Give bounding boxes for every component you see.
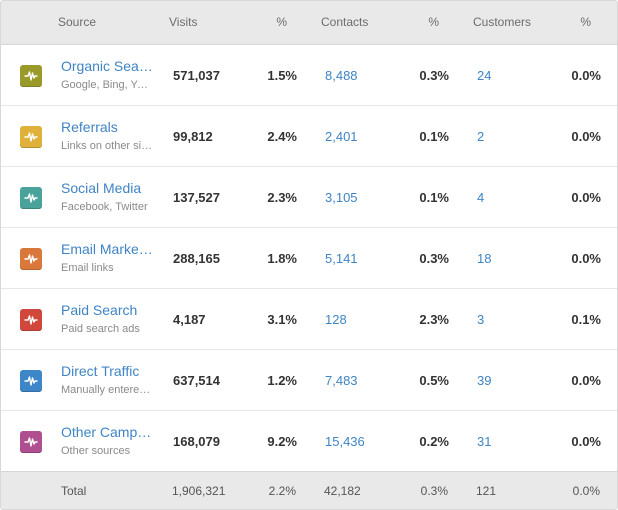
table-header: Source Visits % Contacts % Customers % (1, 1, 617, 45)
column-header-visits[interactable]: Visits (169, 15, 198, 29)
pulse-icon (20, 65, 42, 87)
visits-pct-value: 2.3% (267, 190, 297, 205)
column-header-customers-pct[interactable]: % (580, 15, 591, 29)
contacts-pct-value: 2.3% (419, 312, 449, 327)
total-visits: 1,906,321 (172, 484, 226, 498)
customers-pct-value: 0.0% (571, 251, 601, 266)
contacts-link[interactable]: 3,105 (325, 190, 358, 205)
column-header-contacts-pct[interactable]: % (428, 15, 439, 29)
contacts-pct-value: 0.1% (419, 129, 449, 144)
table-row: Referrals Links on other sites 99,812 2.4% 2… (1, 106, 617, 167)
column-header-contacts[interactable]: Contacts (321, 15, 369, 29)
contacts-link[interactable]: 7,483 (325, 373, 358, 388)
visits-pct-value: 1.8% (267, 251, 297, 266)
customers-link[interactable]: 24 (477, 68, 492, 83)
source-description: Email links (61, 262, 114, 274)
table-row: Organic Search Google, Bing, Yahoo 571,037… (1, 45, 617, 106)
customers-pct-value: 0.0% (571, 434, 601, 449)
contacts-link[interactable]: 2,401 (325, 129, 358, 144)
visits-pct-value: 2.4% (267, 129, 297, 144)
contacts-link[interactable]: 15,436 (325, 434, 365, 449)
source-name-link[interactable]: Organic Search (61, 58, 153, 74)
total-visits-pct: 2.2% (268, 484, 296, 498)
customers-link[interactable]: 3 (477, 312, 485, 327)
source-name-link[interactable]: Other Campaigns (61, 424, 153, 440)
source-description: Links on other sites (61, 140, 153, 152)
visits-pct-value: 3.1% (267, 312, 297, 327)
visits-pct-value: 1.2% (267, 373, 297, 388)
contacts-pct-value: 0.1% (419, 190, 449, 205)
total-customers-pct: 0.0% (572, 484, 600, 498)
total-contacts: 42,182 (324, 484, 361, 498)
source-description: Manually entered URLs (61, 384, 153, 396)
total-row: Total 1,906,321 2.2% 42,182 0.3% 121 0.0… (1, 471, 617, 509)
contacts-pct-value: 0.3% (419, 251, 449, 266)
total-contacts-pct: 0.3% (420, 484, 448, 498)
visits-value: 571,037 (173, 68, 220, 83)
table-row: Email Marketing Email links 288,165 1.8% 5,1… (1, 228, 617, 289)
pulse-icon (20, 126, 42, 148)
visits-value: 288,165 (173, 251, 220, 266)
source-name-link[interactable]: Referrals (61, 119, 118, 135)
visits-value: 137,527 (173, 190, 220, 205)
contacts-link[interactable]: 128 (325, 312, 347, 327)
visits-value: 168,079 (173, 434, 220, 449)
pulse-icon (20, 431, 42, 453)
visits-value: 637,514 (173, 373, 220, 388)
source-description: Other sources (61, 445, 131, 457)
customers-link[interactable]: 31 (477, 434, 492, 449)
table-row: Social Media Facebook, Twitter 137,527 2.3%… (1, 167, 617, 228)
pulse-icon (20, 370, 42, 392)
customers-link[interactable]: 2 (477, 129, 485, 144)
contacts-link[interactable]: 8,488 (325, 68, 358, 83)
pulse-icon (20, 309, 42, 331)
pulse-icon (20, 248, 42, 270)
column-header-visits-pct[interactable]: % (276, 15, 287, 29)
customers-pct-value: 0.1% (571, 312, 601, 327)
table-row: Paid Search Paid search ads 4,187 3.1% 128 2.… (1, 289, 617, 350)
visits-pct-value: 9.2% (267, 434, 297, 449)
customers-pct-value: 0.0% (571, 190, 601, 205)
visits-value: 4,187 (173, 312, 206, 327)
contacts-pct-value: 0.2% (419, 434, 449, 449)
contacts-pct-value: 0.5% (419, 373, 449, 388)
source-description: Facebook, Twitter (61, 201, 148, 213)
pulse-icon (20, 187, 42, 209)
column-header-source[interactable]: Source (58, 15, 97, 29)
total-label: Total (61, 484, 87, 498)
table-row: Direct Traffic Manually entered URLs 637,5… (1, 350, 617, 411)
customers-pct-value: 0.0% (571, 68, 601, 83)
source-name-link[interactable]: Social Media (61, 180, 142, 196)
visits-pct-value: 1.5% (267, 68, 297, 83)
contacts-link[interactable]: 5,141 (325, 251, 358, 266)
source-name-link[interactable]: Email Marketing (61, 241, 153, 257)
source-name-link[interactable]: Direct Traffic (61, 363, 140, 379)
total-customers: 121 (476, 484, 497, 498)
source-name-link[interactable]: Paid Search (61, 302, 138, 318)
visits-value: 99,812 (173, 129, 213, 144)
customers-pct-value: 0.0% (571, 373, 601, 388)
customers-link[interactable]: 4 (477, 190, 485, 205)
source-description: Paid search ads (61, 323, 140, 335)
customers-pct-value: 0.0% (571, 129, 601, 144)
contacts-pct-value: 0.3% (419, 68, 449, 83)
table-row: Other Campaigns Other sources 168,079 9.2% 1… (1, 411, 617, 472)
source-description: Google, Bing, Yahoo (61, 79, 153, 91)
column-header-customers[interactable]: Customers (473, 15, 532, 29)
customers-link[interactable]: 18 (477, 251, 492, 266)
customers-link[interactable]: 39 (477, 373, 492, 388)
